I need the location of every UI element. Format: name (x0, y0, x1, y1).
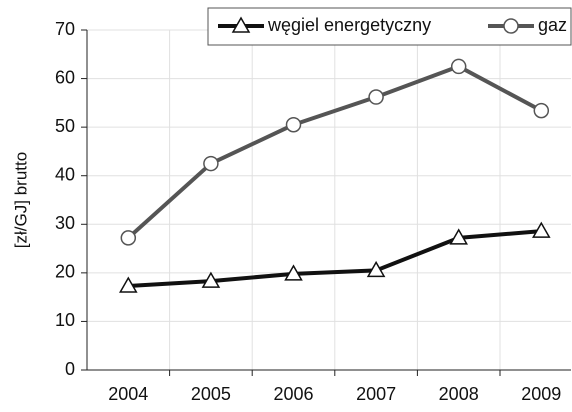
x-tick-label: 2009 (521, 384, 561, 404)
point (231, 16, 251, 33)
y-tick-label: 50 (55, 116, 75, 136)
x-tick-label: 2004 (108, 384, 148, 404)
point (119, 276, 138, 293)
x-tick-label: 2005 (191, 384, 231, 404)
point (284, 264, 303, 281)
y-tick-label: 60 (55, 67, 75, 87)
point (201, 271, 221, 288)
point (368, 89, 384, 105)
y-axis-label: [zł/GJ] brutto (11, 152, 30, 248)
y-tick-label: 20 (55, 262, 75, 282)
point (449, 228, 468, 245)
point (533, 102, 550, 119)
point (503, 18, 519, 34)
point (366, 260, 386, 278)
legend-label: gaz (538, 15, 567, 35)
y-tick-label: 10 (55, 310, 75, 330)
point (285, 116, 302, 133)
line (126, 64, 543, 240)
x-tick-label: 2008 (439, 384, 479, 404)
x-tick-label: 2007 (356, 384, 396, 404)
y-tick-label: 70 (55, 19, 75, 39)
y-tick-label: 0 (65, 359, 75, 379)
point (120, 230, 137, 246)
point (532, 221, 551, 238)
legend-label: węgiel energetyczny (267, 15, 431, 35)
x-tick-label: 2006 (273, 384, 313, 404)
y-tick-label: 30 (55, 213, 75, 233)
y-tick-label: 40 (55, 164, 75, 184)
line (128, 229, 542, 288)
point (203, 155, 219, 172)
point (450, 58, 467, 75)
